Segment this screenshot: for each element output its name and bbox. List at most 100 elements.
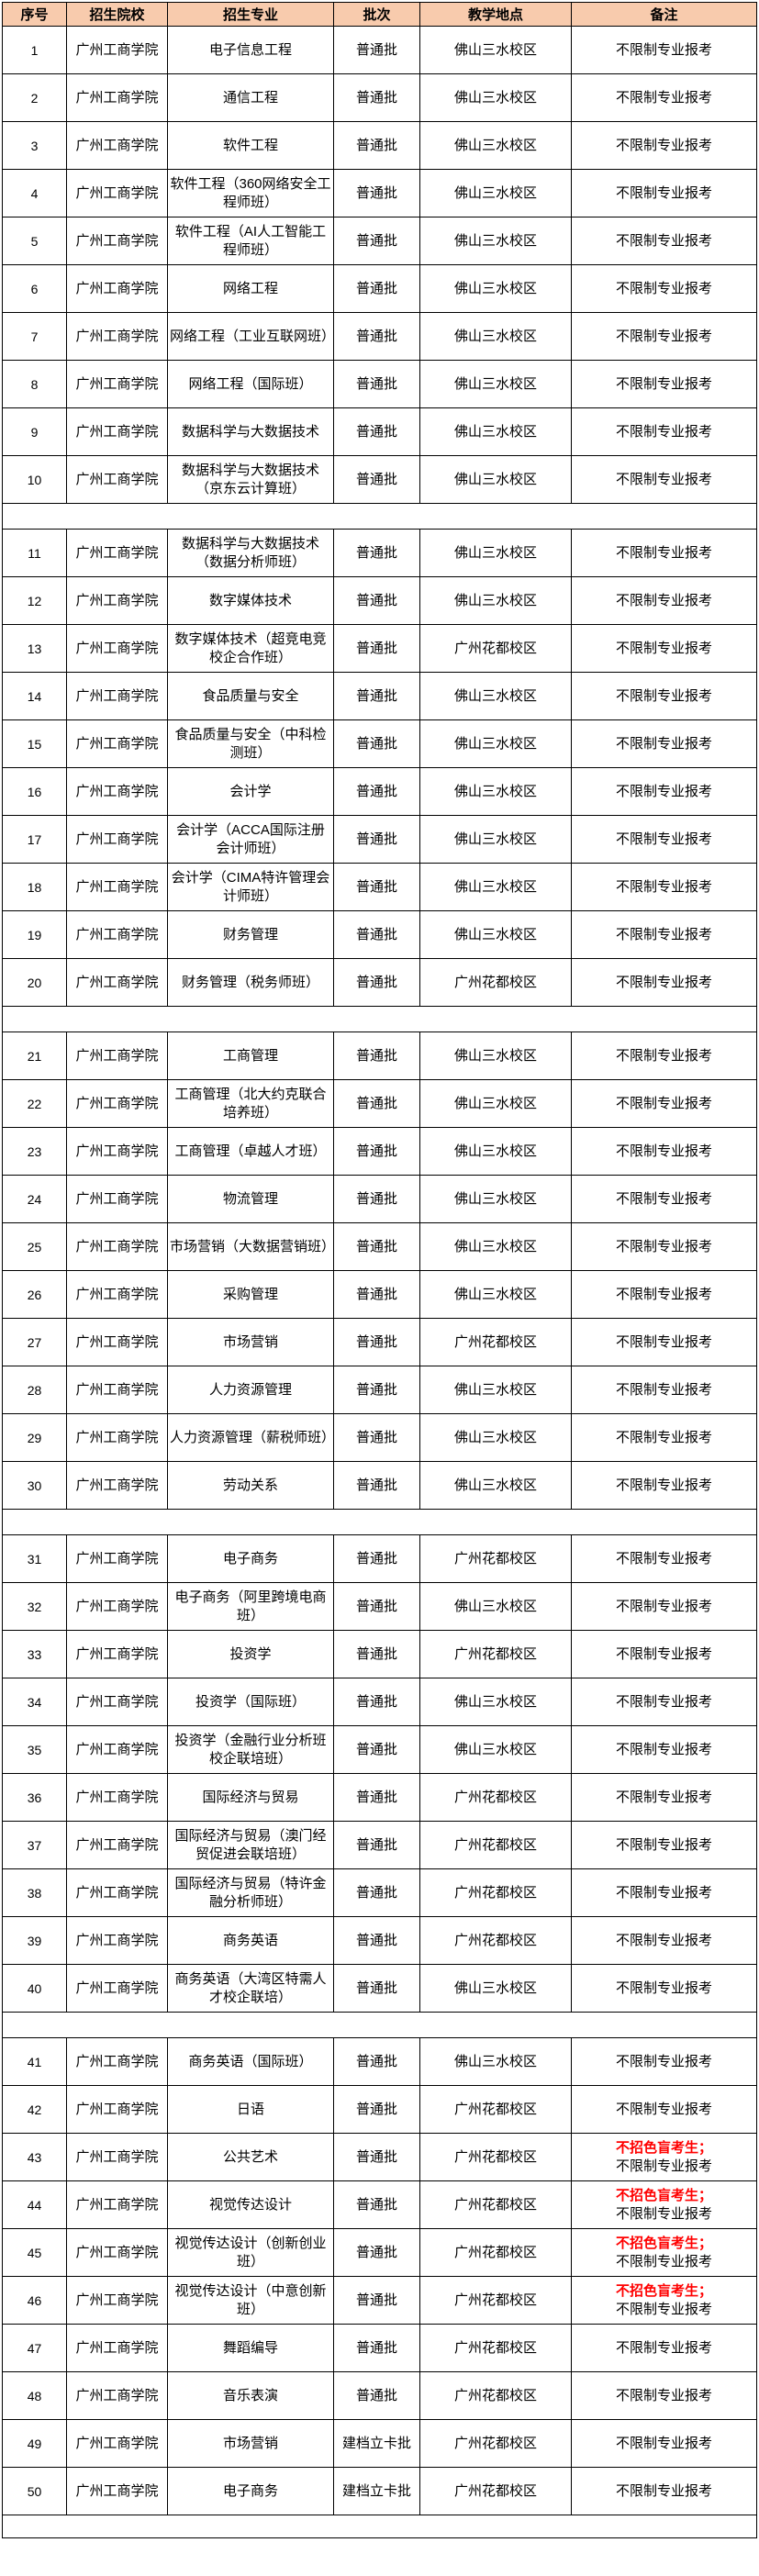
cell-college: 广州工商学院 — [66, 1032, 168, 1080]
cell-number: 30 — [2, 1461, 67, 1510]
table-row: 49 广州工商学院 市场营销 建档立卡批 广州花都校区 不限制专业报考 — [2, 2419, 757, 2468]
table-row: 37 广州工商学院 国际经济与贸易（澳门经贸促进会联培班） 普通批 广州花都校区… — [2, 1821, 757, 1869]
cell-number: 38 — [2, 1868, 67, 1917]
cell-college: 广州工商学院 — [66, 1916, 168, 1965]
remark-text: 不限制专业报考 — [615, 2205, 712, 2222]
table-row: 39 广州工商学院 商务英语 普通批 广州花都校区 不限制专业报考 — [2, 1916, 757, 1965]
cell-remark: 不限制专业报考 — [571, 1222, 757, 1271]
cell-batch: 普通批 — [333, 2276, 420, 2325]
cell-college: 广州工商学院 — [66, 26, 168, 74]
cell-remark: 不限制专业报考 — [571, 529, 757, 577]
remark-text: 不限制专业报考 — [615, 471, 712, 487]
cell-number: 16 — [2, 767, 67, 816]
cell-remark: 不限制专业报考 — [571, 217, 757, 265]
cell-location: 佛山三水校区 — [419, 910, 572, 959]
cell-location: 佛山三水校区 — [419, 1461, 572, 1510]
cell-batch: 普通批 — [333, 1127, 420, 1176]
table-row: 17 广州工商学院 会计学（ACCA国际注册会计师班） 普通批 佛山三水校区 不… — [2, 815, 757, 864]
cell-major: 市场营销（大数据营销班） — [167, 1222, 334, 1271]
remark-text: 不限制专业报考 — [615, 1047, 712, 1064]
table-row: 35 广州工商学院 投资学（金融行业分析班校企联培班） 普通批 佛山三水校区 不… — [2, 1725, 757, 1774]
remark-text: 不限制专业报考 — [615, 1550, 712, 1567]
separator-row — [2, 1509, 757, 1535]
cell-college: 广州工商学院 — [66, 1127, 168, 1176]
cell-batch: 普通批 — [333, 1175, 420, 1223]
cell-location: 广州花都校区 — [419, 624, 572, 673]
cell-number: 42 — [2, 2085, 67, 2134]
cell-major: 日语 — [167, 2085, 334, 2134]
cell-remark: 不限制专业报考 — [571, 407, 757, 456]
remark-text: 不限制专业报考 — [615, 1836, 712, 1853]
cell-number: 25 — [2, 1222, 67, 1271]
cell-remark: 不限制专业报考 — [571, 958, 757, 1007]
cell-major: 数据科学与大数据技术（数据分析师班） — [167, 529, 334, 577]
cell-college: 广州工商学院 — [66, 910, 168, 959]
cell-location: 佛山三水校区 — [419, 529, 572, 577]
separator-row — [2, 1006, 757, 1032]
cell-batch: 普通批 — [333, 1032, 420, 1080]
cell-batch: 普通批 — [333, 958, 420, 1007]
cell-remark: 不限制专业报考 — [571, 1868, 757, 1917]
cell-location: 佛山三水校区 — [419, 1582, 572, 1631]
cell-college: 广州工商学院 — [66, 312, 168, 361]
cell-batch: 普通批 — [333, 719, 420, 768]
cell-college: 广州工商学院 — [66, 672, 168, 720]
cell-college: 广州工商学院 — [66, 360, 168, 408]
cell-remark: 不限制专业报考 — [571, 2419, 757, 2468]
remark-text: 不限制专业报考 — [615, 1190, 712, 1207]
cell-major: 财务管理（税务师班） — [167, 958, 334, 1007]
cell-remark: 不限制专业报考 — [571, 264, 757, 313]
cell-location: 佛山三水校区 — [419, 1079, 572, 1128]
cell-location: 广州花都校区 — [419, 2228, 572, 2277]
table-row: 22 广州工商学院 工商管理（北大约克联合培养班） 普通批 佛山三水校区 不限制… — [2, 1079, 757, 1128]
cell-college: 广州工商学院 — [66, 2419, 168, 2468]
remark-text: 不限制专业报考 — [615, 184, 712, 201]
cell-batch: 普通批 — [333, 1270, 420, 1319]
separator-cell — [2, 1509, 757, 1535]
cell-batch: 普通批 — [333, 1678, 420, 1726]
remark-text: 不限制专业报考 — [615, 89, 712, 106]
cell-remark: 不限制专业报考 — [571, 121, 757, 170]
separator-row — [2, 2012, 757, 2038]
cell-location: 广州花都校区 — [419, 2467, 572, 2515]
cell-remark: 不限制专业报考 — [571, 1366, 757, 1414]
cell-batch: 普通批 — [333, 1630, 420, 1678]
remark-text: 不限制专业报考 — [615, 2158, 712, 2174]
table-row: 40 广州工商学院 商务英语（大湾区特需人才校企联培） 普通批 佛山三水校区 不… — [2, 1964, 757, 2013]
cell-remark: 不限制专业报考 — [571, 2371, 757, 2420]
cell-remark: 不限制专业报考 — [571, 576, 757, 625]
cell-location: 佛山三水校区 — [419, 863, 572, 911]
cell-college: 广州工商学院 — [66, 863, 168, 911]
table-row: 41 广州工商学院 商务英语（国际班） 普通批 佛山三水校区 不限制专业报考 — [2, 2037, 757, 2086]
cell-number: 24 — [2, 1175, 67, 1223]
table-row: 30 广州工商学院 劳动关系 普通批 佛山三水校区 不限制专业报考 — [2, 1461, 757, 1510]
cell-major: 国际经济与贸易（澳门经贸促进会联培班） — [167, 1821, 334, 1869]
cell-remark: 不招色盲考生； 不限制专业报考 — [571, 2228, 757, 2277]
table-row: 38 广州工商学院 国际经济与贸易（特许金融分析师班） 普通批 广州花都校区 不… — [2, 1868, 757, 1917]
cell-location: 佛山三水校区 — [419, 1175, 572, 1223]
cell-major: 网络工程 — [167, 264, 334, 313]
cell-location: 佛山三水校区 — [419, 1032, 572, 1080]
cell-remark: 不限制专业报考 — [571, 1964, 757, 2013]
cell-major: 电子商务 — [167, 2467, 334, 2515]
cell-remark: 不限制专业报考 — [571, 1725, 757, 1774]
cell-batch: 普通批 — [333, 312, 420, 361]
cell-number: 37 — [2, 1821, 67, 1869]
cell-major: 采购管理 — [167, 1270, 334, 1319]
table-row: 47 广州工商学院 舞蹈编导 普通批 广州花都校区 不限制专业报考 — [2, 2324, 757, 2372]
cell-remark: 不限制专业报考 — [571, 1461, 757, 1510]
cell-college: 广州工商学院 — [66, 529, 168, 577]
cell-remark: 不限制专业报考 — [571, 863, 757, 911]
cell-batch: 建档立卡批 — [333, 2467, 420, 2515]
cell-remark: 不限制专业报考 — [571, 1916, 757, 1965]
cell-batch: 普通批 — [333, 26, 420, 74]
cell-major: 通信工程 — [167, 73, 334, 122]
cell-batch: 普通批 — [333, 264, 420, 313]
cell-remark: 不限制专业报考 — [571, 73, 757, 122]
table-row: 21 广州工商学院 工商管理 普通批 佛山三水校区 不限制专业报考 — [2, 1032, 757, 1080]
cell-batch: 普通批 — [333, 360, 420, 408]
cell-location: 佛山三水校区 — [419, 1413, 572, 1462]
cell-batch: 普通批 — [333, 576, 420, 625]
remark-text: 不限制专业报考 — [615, 2253, 712, 2269]
cell-number: 46 — [2, 2276, 67, 2325]
